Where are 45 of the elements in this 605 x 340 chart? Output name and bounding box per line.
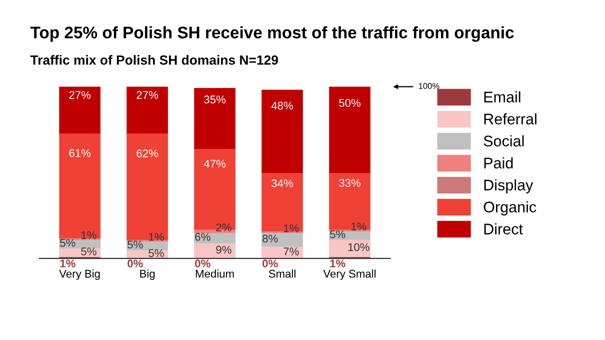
data-label: 0%	[195, 260, 210, 268]
data-label: 5%	[81, 248, 96, 256]
legend-label: Paid	[484, 157, 513, 168]
data-label: 5%	[148, 249, 164, 258]
data-label: 1%	[82, 231, 96, 240]
data-label: 8%	[262, 234, 278, 242]
data-label: 1%	[284, 224, 299, 232]
data-label: 50%	[339, 98, 360, 107]
data-label: 2%	[216, 223, 232, 232]
data-label: 10%	[348, 243, 370, 252]
x-tick-label: Big	[140, 270, 155, 280]
x-tick-label: Very Small	[323, 270, 376, 280]
data-label: 48%	[271, 102, 293, 110]
data-label: 1%	[351, 222, 366, 230]
data-label: 7%	[284, 248, 299, 256]
chart-subtitle: Traffic mix of Polish SH domains N=129	[30, 55, 278, 65]
data-label: 0%	[128, 260, 143, 268]
data-label: 5%	[60, 238, 76, 247]
data-label: 6%	[195, 232, 210, 241]
data-label: 0%	[262, 260, 278, 268]
legend-label: Referral	[484, 113, 536, 124]
x-tick-label: Small	[268, 270, 296, 278]
chart-title: Top 25% of Polish SH receive most of the traffic from organic	[30, 26, 514, 42]
legend-label: Direct	[484, 223, 523, 234]
data-label: 1%	[330, 260, 346, 268]
legend-label: Social	[484, 135, 524, 146]
data-label: 62%	[136, 149, 158, 158]
data-label: 5%	[128, 240, 143, 249]
data-label: 61%	[69, 149, 91, 157]
legend-label: Display	[484, 179, 534, 194]
data-label: 1%	[149, 232, 164, 241]
data-label: 1%	[60, 260, 76, 268]
data-label: 27%	[136, 91, 158, 99]
data-label: 27%	[69, 91, 91, 99]
data-label: 9%	[216, 246, 232, 254]
data-label: 5%	[330, 230, 346, 238]
x-tick-label: Medium	[196, 270, 234, 278]
legend-label: Organic	[484, 201, 536, 216]
legend-label: Email	[484, 91, 520, 102]
data-label: 33%	[339, 178, 360, 187]
text: 100%	[418, 83, 440, 89]
data-label: 47%	[204, 160, 226, 168]
data-label: 35%	[204, 96, 226, 104]
x-tick-label: Very Big	[59, 270, 100, 280]
data-label: 34%	[272, 179, 293, 188]
